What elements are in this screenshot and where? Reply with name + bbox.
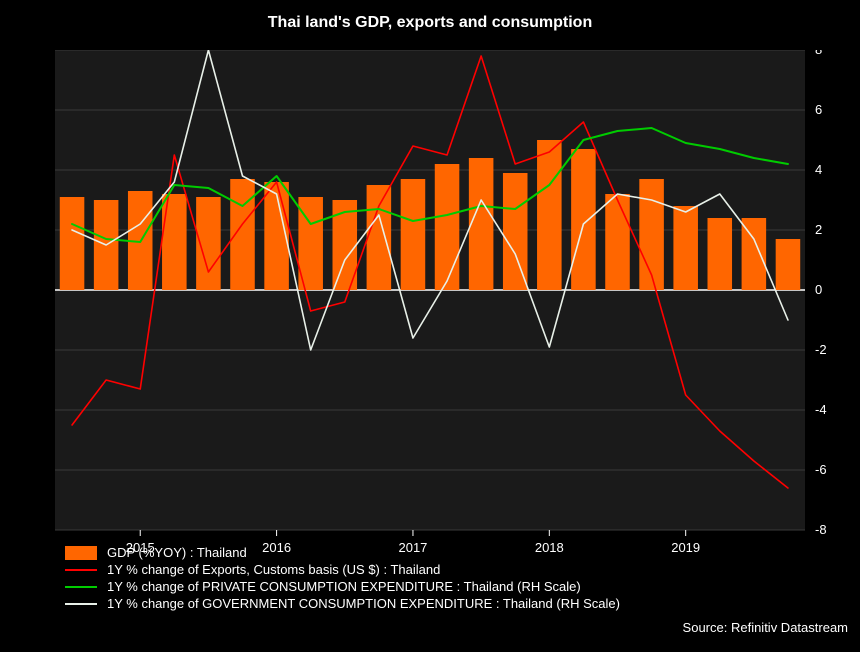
legend-swatch-icon xyxy=(65,546,97,560)
legend-line-icon xyxy=(65,586,97,588)
legend-label: 1Y % change of GOVERNMENT CONSUMPTION EX… xyxy=(107,596,620,611)
legend-item: 1Y % change of Exports, Customs basis (U… xyxy=(65,562,620,577)
gdp-bar xyxy=(605,194,630,290)
legend-item: 1Y % change of PRIVATE CONSUMPTION EXPEN… xyxy=(65,579,620,594)
y-axis-tick-label: -6 xyxy=(815,462,827,477)
y-axis-tick-label: -8 xyxy=(815,522,827,537)
y-axis-tick-label: 6 xyxy=(815,102,822,117)
legend-label: GDP (%YOY) : Thailand xyxy=(107,545,247,560)
legend-item: 1Y % change of GOVERNMENT CONSUMPTION EX… xyxy=(65,596,620,611)
chart-plot-area: -8-6-4-20246820152016201720182019 xyxy=(55,50,845,560)
legend-label: 1Y % change of Exports, Customs basis (U… xyxy=(107,562,440,577)
gdp-bar xyxy=(435,164,460,290)
y-axis-tick-label: -4 xyxy=(815,402,827,417)
chart-legend: GDP (%YOY) : Thailand 1Y % change of Expo… xyxy=(65,545,620,613)
gdp-bar xyxy=(537,140,562,290)
gdp-bar xyxy=(503,173,528,290)
gdp-bar xyxy=(162,194,187,290)
legend-item: GDP (%YOY) : Thailand xyxy=(65,545,620,560)
gdp-bar xyxy=(469,158,494,290)
gdp-bar xyxy=(60,197,85,290)
gdp-bar xyxy=(571,149,596,290)
gdp-bar xyxy=(708,218,733,290)
chart-source: Source: Refinitiv Datastream xyxy=(683,620,848,635)
y-axis-tick-label: -2 xyxy=(815,342,827,357)
gdp-bar xyxy=(367,185,392,290)
gdp-bar xyxy=(673,206,698,290)
y-axis-tick-label: 2 xyxy=(815,222,822,237)
chart-svg: -8-6-4-20246820152016201720182019 xyxy=(55,50,845,560)
gdp-bar xyxy=(230,179,255,290)
chart-title: Thai land's GDP, exports and consumption xyxy=(0,14,860,32)
gdp-bar xyxy=(776,239,801,290)
y-axis-tick-label: 4 xyxy=(815,162,822,177)
y-axis-tick-label: 8 xyxy=(815,50,822,57)
legend-line-icon xyxy=(65,569,97,571)
legend-label: 1Y % change of PRIVATE CONSUMPTION EXPEN… xyxy=(107,579,581,594)
gdp-bar xyxy=(401,179,426,290)
x-axis-tick-label: 2019 xyxy=(671,540,700,555)
y-axis-tick-label: 0 xyxy=(815,282,822,297)
legend-line-icon xyxy=(65,603,97,605)
